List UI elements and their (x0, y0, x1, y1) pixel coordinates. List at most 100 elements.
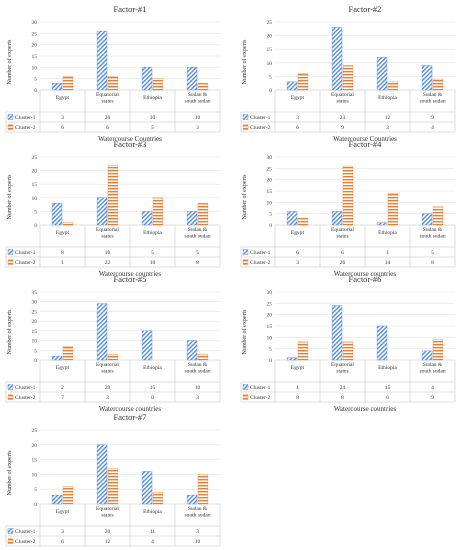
category-label: Equatorial (331, 362, 354, 368)
legend-swatch-cluster-1 (7, 384, 14, 390)
y-axis-label: Number of experts (6, 174, 13, 220)
data-label-cluster-1: 3 (196, 529, 199, 535)
data-label-cluster-1: 20 (105, 529, 111, 535)
y-tick-label: 5 (269, 347, 272, 353)
data-label-cluster-2: 8 (196, 260, 199, 266)
data-label-cluster-1: 11 (150, 529, 156, 535)
data-label-cluster-2: 3 (106, 395, 109, 401)
y-tick-label: 5 (34, 348, 37, 354)
bar-cluster-1 (421, 65, 433, 91)
bar-cluster-2 (197, 82, 209, 91)
y-tick-label: 0 (269, 358, 272, 364)
bar-cluster-1 (186, 494, 198, 505)
y-tick-label: 25 (32, 31, 38, 37)
bar-cluster-2 (297, 217, 309, 226)
y-tick-label: 0 (269, 223, 272, 229)
legend-swatch-cluster-1 (7, 528, 14, 534)
legend-label-cluster-2: Cluster-2 (250, 395, 271, 401)
legend-label-cluster-1: Cluster-1 (250, 385, 271, 391)
y-tick-label: 5 (34, 77, 37, 83)
bar-cluster-1 (421, 350, 433, 361)
category-label: south sudan (184, 234, 210, 240)
y-tick-label: 25 (267, 301, 273, 307)
data-label-cluster-1: 24 (340, 385, 346, 391)
chart-title: Factor-#1 (114, 4, 147, 14)
legend-label-cluster-2: Cluster-2 (15, 395, 36, 401)
data-label-cluster-1: 9 (431, 115, 434, 121)
category-label: Sudan & (188, 227, 208, 233)
bar-cluster-1 (286, 81, 298, 91)
data-label-cluster-1: 1 (296, 385, 299, 391)
bar-cluster-2 (152, 78, 164, 91)
bar-cluster-1 (186, 340, 198, 361)
category-label: Egypt (56, 230, 70, 236)
bar-cluster-2 (197, 203, 209, 226)
x-axis-label: Watercourse countries (334, 270, 396, 278)
data-label-cluster-2: 6 (296, 125, 299, 131)
category-label: states (336, 99, 348, 105)
y-tick-label: 10 (32, 65, 38, 71)
bar-cluster-1 (331, 27, 343, 91)
category-label: Ethiopia (378, 365, 397, 371)
legend-label-cluster-2: Cluster-2 (250, 125, 271, 131)
legend-label-cluster-1: Cluster-1 (250, 250, 271, 256)
data-label-cluster-2: 6 (61, 539, 64, 545)
bar-cluster-2 (387, 193, 399, 226)
category-label: Sudan & (188, 92, 208, 98)
data-label-cluster-1: 1 (386, 250, 389, 256)
legend-swatch-cluster-2 (7, 394, 14, 400)
y-tick-label: 0 (34, 502, 37, 508)
legend-swatch-cluster-2 (242, 259, 249, 265)
data-label-cluster-1: 29 (105, 385, 111, 391)
legend-label-cluster-2: Cluster-2 (15, 260, 36, 266)
data-label-cluster-2: 0 (386, 395, 389, 401)
y-tick-label: 5 (269, 74, 272, 80)
bar-cluster-2 (432, 206, 444, 226)
category-label: Equatorial (331, 92, 354, 98)
bar-cluster-2 (297, 341, 309, 361)
bar-cluster-1 (96, 444, 108, 505)
data-label-cluster-1: 5 (431, 250, 434, 256)
y-tick-label: 20 (32, 169, 38, 175)
bar-cluster-2 (152, 491, 164, 505)
data-label-cluster-1: 23 (340, 115, 346, 121)
category-label: Ethiopia (143, 95, 162, 101)
data-label-cluster-2: 8 (431, 260, 434, 266)
y-tick-label: 35 (32, 290, 38, 296)
data-label-cluster-1: 10 (150, 115, 156, 121)
bar-cluster-1 (96, 303, 108, 361)
legend-label-cluster-1: Cluster-1 (15, 250, 36, 256)
category-label: Ethiopia (378, 95, 397, 101)
data-label-cluster-1: 26 (105, 115, 111, 121)
chart-panel-2: Factor-#2 Number of experts 0 5 10 15 20 25 Egyp… (240, 4, 456, 143)
x-axis-label: Watercourse Countries (98, 135, 162, 143)
bar-cluster-2 (107, 76, 119, 91)
x-axis-label: Watercourse Countries (333, 135, 397, 143)
legend-swatch-cluster-2 (7, 259, 14, 265)
legend-swatch-cluster-1 (7, 114, 14, 120)
y-tick-label: 25 (267, 20, 273, 26)
data-label-cluster-1: 6 (296, 250, 299, 256)
y-tick-label: 15 (32, 458, 38, 464)
x-axis-label: Watercourse countries (99, 270, 161, 278)
x-axis-label: Watercourse countries (334, 405, 396, 413)
bar-cluster-1 (376, 325, 388, 361)
y-tick-label: 20 (32, 319, 38, 325)
data-label-cluster-1: 5 (151, 250, 154, 256)
category-label: south sudan (419, 99, 445, 105)
y-tick-label: 10 (267, 61, 273, 67)
bar-cluster-2 (107, 468, 119, 505)
category-label: Ethiopia (143, 230, 162, 236)
y-tick-label: 15 (267, 47, 273, 53)
category-label: south sudan (184, 513, 210, 519)
legend-swatch-cluster-2 (7, 124, 14, 130)
bar-cluster-2 (297, 73, 309, 91)
category-label: states (101, 99, 113, 105)
chart-title: Factor-#6 (349, 274, 382, 284)
bar-cluster-1 (376, 57, 388, 91)
category-label: Sudan & (423, 227, 443, 233)
y-tick-label: 0 (34, 358, 37, 364)
data-label-cluster-1: 4 (431, 385, 434, 391)
chart-panel-1: Factor-#1 Number of experts 0 5 10 15 20 25 30 Eg… (5, 4, 221, 143)
